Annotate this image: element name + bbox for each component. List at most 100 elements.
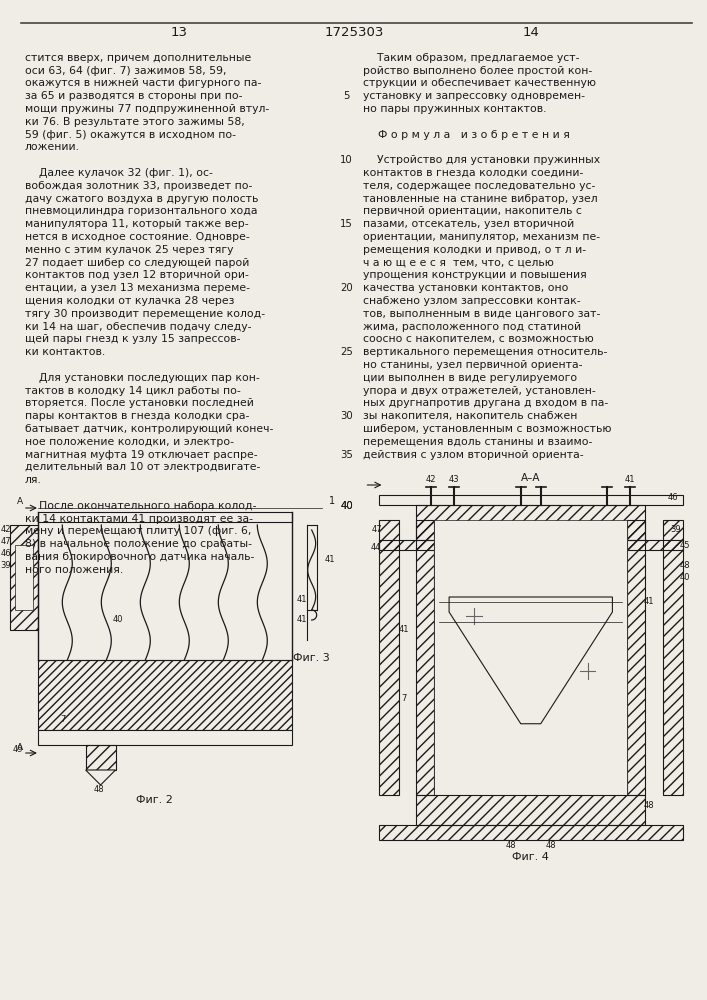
Bar <box>38 730 292 745</box>
Text: пневмоцилиндра горизонтального хода: пневмоцилиндра горизонтального хода <box>25 206 257 216</box>
Bar <box>416 505 645 540</box>
Text: упора и двух отражетелей, установлен-: упора и двух отражетелей, установлен- <box>363 386 596 396</box>
Text: 7: 7 <box>402 694 407 703</box>
Text: А: А <box>17 497 23 506</box>
Bar <box>434 520 627 795</box>
Text: 7: 7 <box>60 716 66 724</box>
Text: 14: 14 <box>522 25 539 38</box>
Text: 48: 48 <box>545 840 556 850</box>
Text: 49: 49 <box>13 746 23 754</box>
Bar <box>416 520 434 795</box>
Text: 41: 41 <box>644 597 655 606</box>
Text: 44: 44 <box>370 544 380 552</box>
Text: 1725303: 1725303 <box>325 25 384 38</box>
Text: 48: 48 <box>93 786 104 794</box>
Polygon shape <box>86 770 115 785</box>
Text: 39: 39 <box>670 526 680 534</box>
Bar <box>380 495 683 505</box>
Text: мену и перемещают плиту 107 (фиг. 6,: мену и перемещают плиту 107 (фиг. 6, <box>25 526 251 536</box>
Text: ориентации, манипулятор, механизм пе-: ориентации, манипулятор, механизм пе- <box>363 232 600 242</box>
Text: тактов в колодку 14 цикл работы по-: тактов в колодку 14 цикл работы по- <box>25 386 240 396</box>
Text: мощи пружины 77 подпружиненной втул-: мощи пружины 77 подпружиненной втул- <box>25 104 269 114</box>
Text: 45: 45 <box>680 540 690 550</box>
Text: оси 63, 64 (фиг. 7) зажимов 58, 59,: оси 63, 64 (фиг. 7) зажимов 58, 59, <box>25 66 226 76</box>
Text: Далее кулачок 32 (фиг. 1), ос-: Далее кулачок 32 (фиг. 1), ос- <box>25 168 213 178</box>
Text: стится вверх, причем дополнительные: стится вверх, причем дополнительные <box>25 53 251 63</box>
Bar <box>10 525 38 630</box>
Text: ного положения.: ного положения. <box>25 565 123 575</box>
Text: 40: 40 <box>112 615 123 624</box>
Text: 47: 47 <box>1 538 11 546</box>
Bar <box>380 825 683 840</box>
Text: ки 14 на шаг, обеспечив подачу следу-: ки 14 на шаг, обеспечив подачу следу- <box>25 322 252 332</box>
Text: дачу сжатого воздуха в другую полость: дачу сжатого воздуха в другую полость <box>25 194 258 204</box>
Text: Фиг. 2: Фиг. 2 <box>136 795 173 805</box>
Text: ки 14 контактами 41 производят ее за-: ки 14 контактами 41 производят ее за- <box>25 514 253 524</box>
Bar <box>15 545 33 610</box>
Text: но станины, узел первичной ориента-: но станины, узел первичной ориента- <box>363 360 583 370</box>
Text: ных другнапротив другана д входом в па-: ных другнапротив другана д входом в па- <box>363 398 609 408</box>
Text: 40: 40 <box>340 501 353 511</box>
Text: А: А <box>17 744 23 752</box>
Text: 15: 15 <box>340 219 353 229</box>
Text: 46: 46 <box>668 492 679 502</box>
Text: 46: 46 <box>1 550 11 558</box>
Text: 41: 41 <box>325 556 335 564</box>
Text: за 65 и разводятся в стороны при по-: за 65 и разводятся в стороны при по- <box>25 91 243 101</box>
Text: вобождая золотник 33, произведет по-: вобождая золотник 33, произведет по- <box>25 181 252 191</box>
Text: делительный вал 10 от электродвигате-: делительный вал 10 от электродвигате- <box>25 462 260 472</box>
Text: зы накопителя, накопитель снабжен: зы накопителя, накопитель снабжен <box>363 411 578 421</box>
Text: 30: 30 <box>340 411 353 421</box>
Text: тов, выполненным в виде цангового зат-: тов, выполненным в виде цангового зат- <box>363 309 601 319</box>
Text: 10: 10 <box>340 155 353 165</box>
Text: контактов в гнезда колодки соедини-: контактов в гнезда колодки соедини- <box>363 168 584 178</box>
Bar <box>38 660 292 730</box>
Text: щей пары гнезд к узлу 15 запрессов-: щей пары гнезд к узлу 15 запрессов- <box>25 334 240 344</box>
Text: Ф о р м у л а   и з о б р е т е н и я: Ф о р м у л а и з о б р е т е н и я <box>378 130 571 140</box>
Text: 8) в начальное положение до срабаты-: 8) в начальное положение до срабаты- <box>25 539 252 549</box>
Text: ложении.: ложении. <box>25 142 80 152</box>
Text: 5: 5 <box>344 91 350 101</box>
Text: Устройство для установки пружинных: Устройство для установки пружинных <box>363 155 600 165</box>
Bar <box>86 745 115 770</box>
Text: теля, содержащее последовательно ус-: теля, содержащее последовательно ус- <box>363 181 596 191</box>
Text: 40: 40 <box>340 501 353 511</box>
Bar <box>416 795 645 825</box>
Text: струкции и обеспечивает качественную: струкции и обеспечивает качественную <box>363 78 597 88</box>
Text: 41: 41 <box>296 595 307 604</box>
Text: Таким образом, предлагаемое уст-: Таким образом, предлагаемое уст- <box>363 53 580 63</box>
Text: 13: 13 <box>170 25 188 38</box>
Text: 42: 42 <box>426 476 436 485</box>
Text: 40: 40 <box>680 574 690 582</box>
Text: вторяется. После установки последней: вторяется. После установки последней <box>25 398 254 408</box>
Text: После окончательного набора колод-: После окончательного набора колод- <box>25 501 257 511</box>
Text: тановленные на станине вибратор, узел: тановленные на станине вибратор, узел <box>363 194 598 204</box>
Text: менно с этим кулачок 25 через тягу: менно с этим кулачок 25 через тягу <box>25 245 233 255</box>
Text: ля.: ля. <box>25 475 42 485</box>
Bar <box>38 512 292 522</box>
Text: вания блокировочного датчика началь-: вания блокировочного датчика началь- <box>25 552 255 562</box>
Text: 41: 41 <box>399 626 409 635</box>
Text: действия с узлом вторичной ориента-: действия с узлом вторичной ориента- <box>363 450 584 460</box>
Text: 47: 47 <box>372 526 382 534</box>
Text: 41: 41 <box>296 615 307 624</box>
Bar <box>663 520 683 795</box>
Text: жима, расположенного под статиной: жима, расположенного под статиной <box>363 322 582 332</box>
Text: 27 подает шибер со следующей парой: 27 подает шибер со следующей парой <box>25 258 250 268</box>
Text: ное положение колодки, и электро-: ное положение колодки, и электро- <box>25 437 234 447</box>
Text: магнитная муфта 19 отключает распре-: магнитная муфта 19 отключает распре- <box>25 450 257 460</box>
Text: 35: 35 <box>340 450 353 460</box>
Text: нется в исходное состояние. Одновре-: нется в исходное состояние. Одновре- <box>25 232 250 242</box>
Text: ройство выполнено более простой кон-: ройство выполнено более простой кон- <box>363 66 592 76</box>
Text: 59 (фиг. 5) окажутся в исходном по-: 59 (фиг. 5) окажутся в исходном по- <box>25 130 236 140</box>
Text: 48: 48 <box>679 560 691 570</box>
Bar <box>380 520 399 795</box>
Text: первичной ориентации, накопитель с: первичной ориентации, накопитель с <box>363 206 583 216</box>
Text: ки 76. В результате этого зажимы 58,: ки 76. В результате этого зажимы 58, <box>25 117 245 127</box>
Text: окажутся в нижней части фигурного па-: окажутся в нижней части фигурного па- <box>25 78 262 88</box>
Text: пазами, отсекатель, узел вторичной: пазами, отсекатель, узел вторичной <box>363 219 575 229</box>
Text: щения колодки от кулачка 28 через: щения колодки от кулачка 28 через <box>25 296 234 306</box>
Text: шибером, установленным с возможностью: шибером, установленным с возможностью <box>363 424 612 434</box>
Text: тягу 30 производит перемещение колод-: тягу 30 производит перемещение колод- <box>25 309 265 319</box>
Text: А–А: А–А <box>521 473 540 483</box>
